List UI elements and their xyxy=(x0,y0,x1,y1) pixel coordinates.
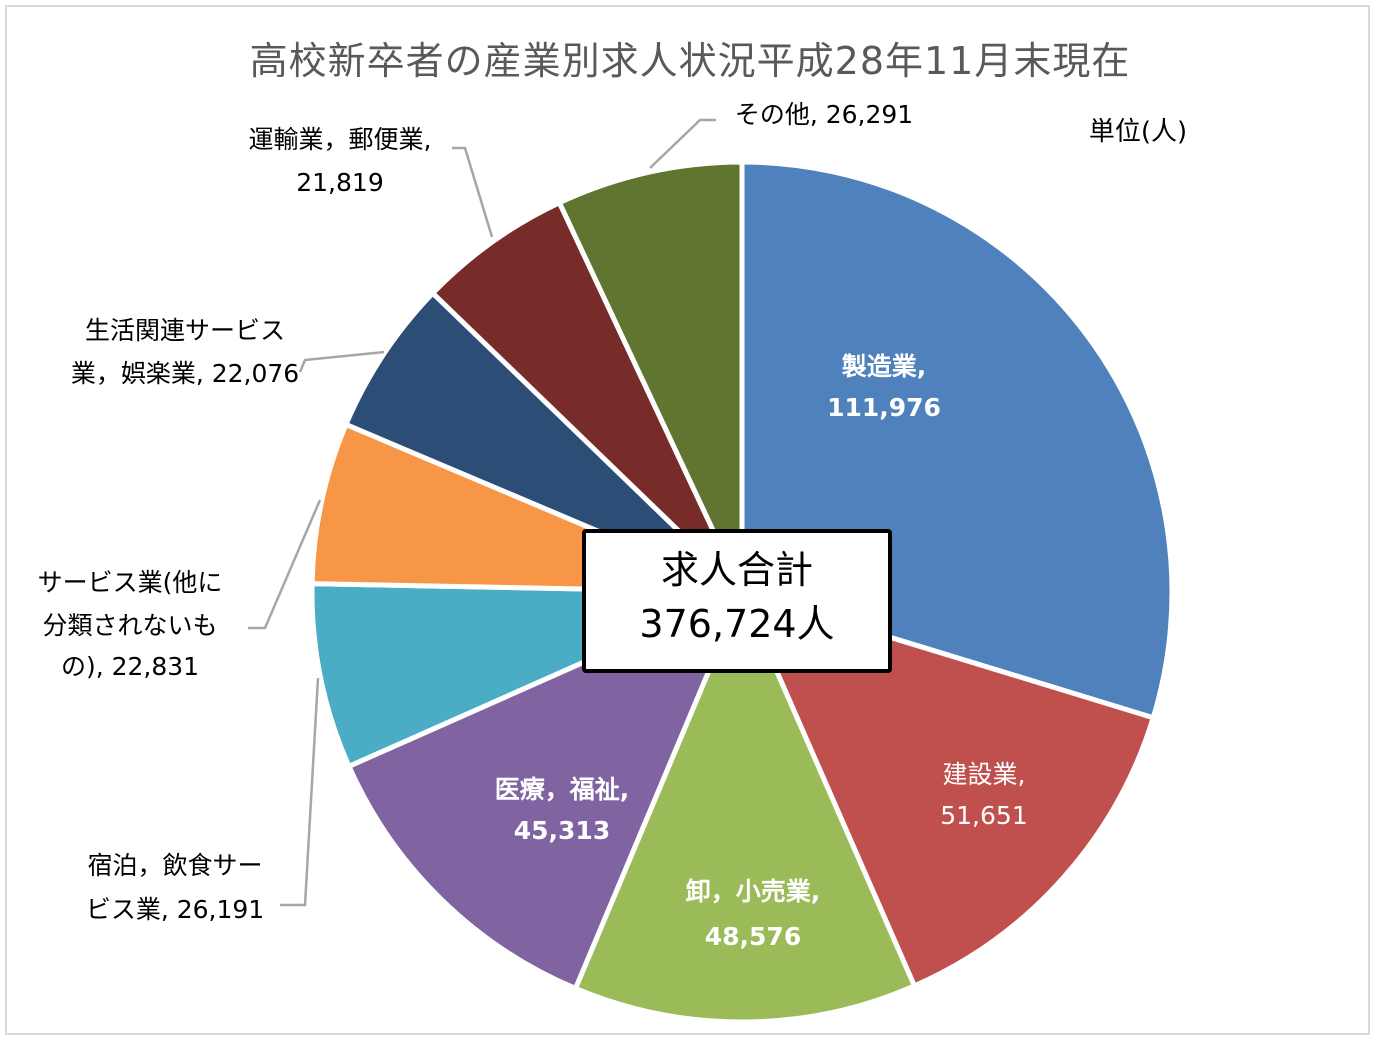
leader-line-9 xyxy=(649,118,716,169)
slice-label-6: 分類されないも xyxy=(42,611,217,640)
total-value: 376,724人 xyxy=(639,602,834,646)
pie-slice-2 xyxy=(737,588,1157,990)
total-box xyxy=(582,529,892,673)
total-callout: 求人合計 376,724人 xyxy=(582,529,892,673)
leader-line-8 xyxy=(452,146,494,238)
slice-label-3: 48,576 xyxy=(705,922,801,951)
slice-label-7: 業，娯楽業, 22,076 xyxy=(71,359,299,388)
slice-label-2: 51,651 xyxy=(940,801,1027,830)
slice-label-5: ビス業, 26,191 xyxy=(86,895,264,924)
slice-label-2: 建設業, xyxy=(943,760,1026,789)
slice-label-9: その他, 26,291 xyxy=(735,100,913,129)
slice-label-6: の), 22,831 xyxy=(61,652,199,681)
leader-line-7 xyxy=(298,350,385,373)
leader-line-5 xyxy=(280,677,320,907)
slice-label-3: 卸，小売業, xyxy=(686,877,821,906)
leader-lines xyxy=(248,118,716,907)
total-label: 求人合計 xyxy=(661,548,813,592)
slice-label-8: 運輸業，郵便業, xyxy=(249,125,432,154)
slice-label-1: 111,976 xyxy=(827,393,941,422)
leader-line-6 xyxy=(248,499,322,630)
slice-label-8: 21,819 xyxy=(296,168,383,197)
slice-label-5: 宿泊，飲食サー xyxy=(87,851,262,880)
slice-label-4: 医療，福祉, xyxy=(495,775,630,804)
slice-label-1: 製造業, xyxy=(841,352,927,381)
slice-label-4: 45,313 xyxy=(514,816,610,845)
unit-label: 単位(人) xyxy=(1089,117,1187,147)
pie-slice-3 xyxy=(572,585,918,1025)
slice-label-6: サービス業(他に xyxy=(38,568,223,597)
pie-slice-8 xyxy=(429,199,745,594)
chart-title: 高校新卒者の産業別求人状況平成28年11月末現在 xyxy=(250,39,1131,83)
data-labels: 製造業, 111,976 建設業, 51,651 卸，小売業, 48,576 医療，福祉, 4… xyxy=(38,100,1028,951)
pie-slice-4 xyxy=(345,587,747,992)
pie-slice-9 xyxy=(556,159,745,594)
slice-label-7: 生活関連サービス xyxy=(85,316,285,345)
pie-slice-7 xyxy=(342,289,744,595)
